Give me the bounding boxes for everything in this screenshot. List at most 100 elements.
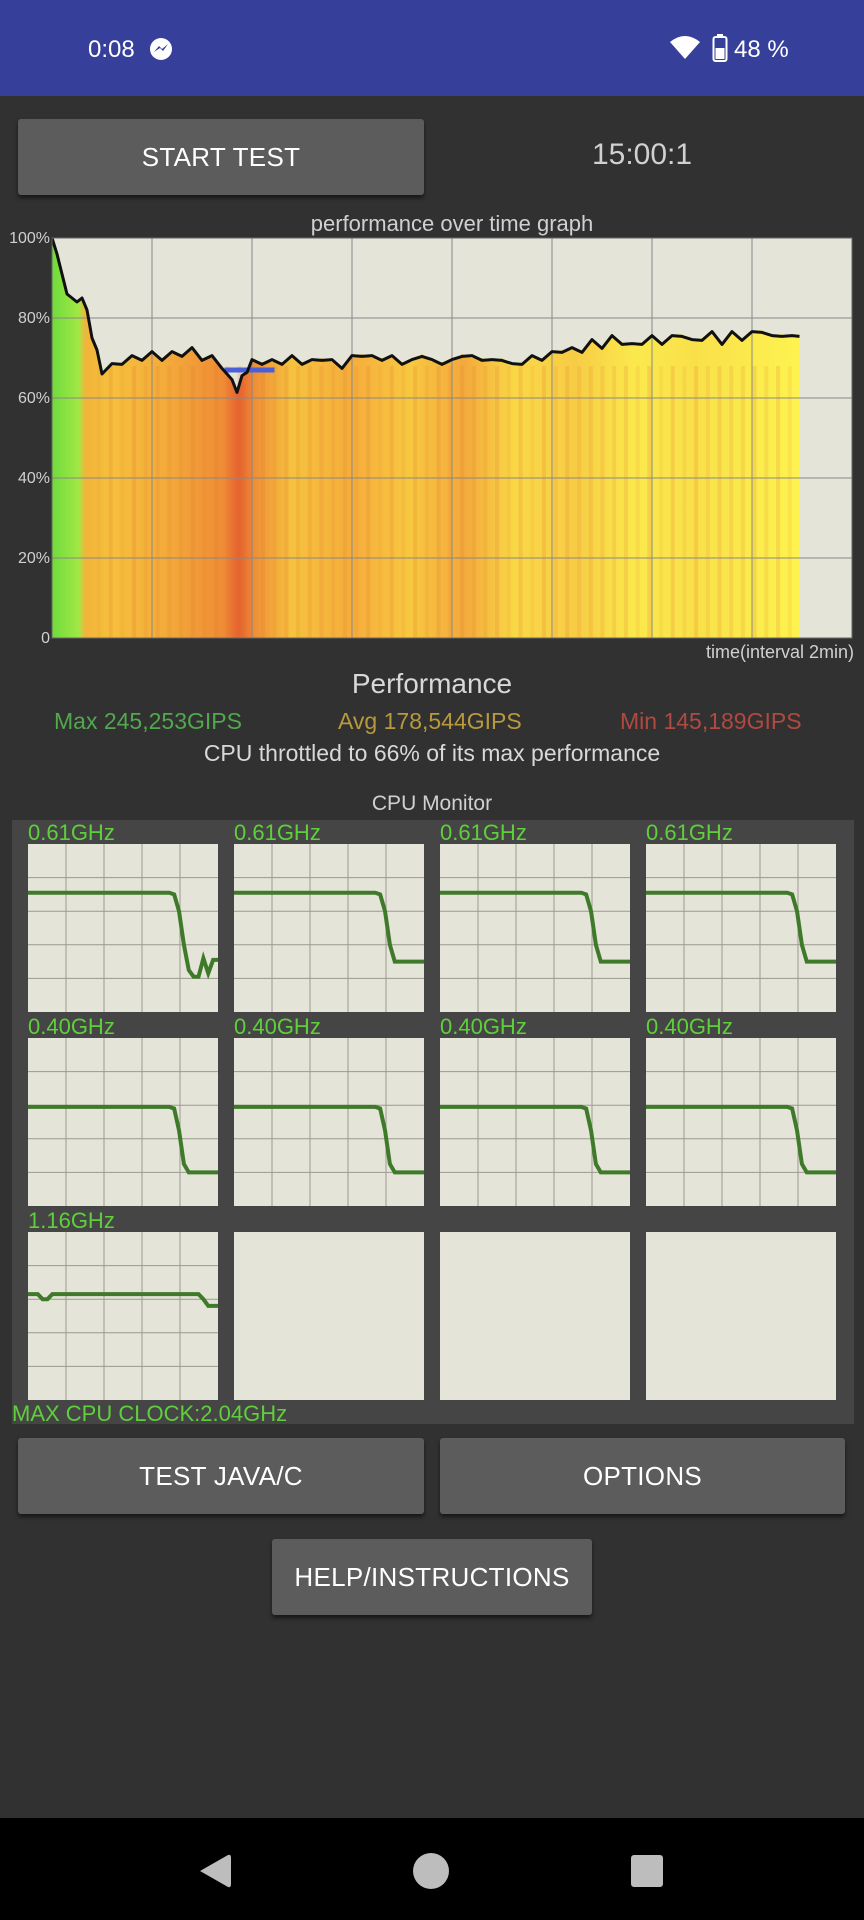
test-java-c-button[interactable]: TEST JAVA/C: [18, 1438, 424, 1514]
heat-streak: [331, 366, 336, 638]
heat-streak: [588, 366, 593, 638]
heat-streak: [237, 366, 242, 638]
cpu-core-chart: [234, 1232, 424, 1400]
battery-percent: 48 %: [734, 36, 789, 63]
core-frequency-label: 0.61GHz: [234, 820, 321, 845]
core-frequency-label: 0.61GHz: [440, 820, 527, 845]
heat-streak: [167, 366, 172, 638]
heat-streak: [378, 366, 382, 638]
core-frequency-line: [28, 1104, 218, 1175]
home-circle-icon[interactable]: [412, 1852, 450, 1890]
heat-streak: [764, 366, 769, 638]
core-frequency-label: 0.61GHz: [646, 820, 733, 845]
heat-streak: [729, 366, 734, 638]
core-plot-area: [28, 1038, 218, 1206]
cpu-core-chart: [28, 1038, 218, 1206]
heat-streak: [776, 366, 781, 638]
heat-streak: [413, 366, 418, 638]
heat-streak: [565, 366, 570, 638]
core-plot-area: [646, 844, 836, 1012]
status-bar: 0:08 48 %: [0, 0, 864, 96]
core-plot-area: [234, 1038, 424, 1206]
options-button[interactable]: OPTIONS: [440, 1438, 845, 1514]
core-frequency-label: 0.40GHz: [646, 1014, 733, 1039]
cpu-core-chart: [440, 1232, 630, 1400]
test-timer: 15:00:1: [591, 138, 693, 171]
heat-streak: [225, 366, 230, 638]
back-triangle-icon[interactable]: [196, 1852, 234, 1890]
core-plot-area: [440, 1038, 630, 1206]
cpu-monitor-title: CPU Monitor: [371, 792, 493, 815]
core-plot-area: [440, 844, 630, 1012]
cpu-core-graph: [646, 1232, 836, 1400]
start-test-button[interactable]: START TEST: [18, 119, 424, 195]
cpu-core-chart: [234, 1038, 424, 1206]
core-frequency-label: 0.40GHz: [28, 1014, 115, 1039]
heat-streak: [178, 366, 183, 638]
core-plot-area: [234, 1232, 424, 1400]
cpu-core-graph: [234, 1232, 424, 1400]
heat-streak: [659, 366, 663, 638]
heat-streak: [307, 366, 312, 638]
heat-streak: [682, 366, 687, 638]
cpu-core-graph: [646, 1038, 836, 1206]
y-tick-label: 40%: [18, 470, 50, 487]
core-frequency-label: 0.40GHz: [234, 1014, 321, 1039]
core-plot-area: [646, 1232, 836, 1400]
heat-streak: [448, 366, 453, 638]
heat-streak: [389, 366, 394, 638]
heat-streak: [577, 366, 582, 638]
cpu-core-graph: [440, 1038, 630, 1206]
cpu-core-graph: [440, 844, 630, 1012]
heat-streak: [190, 366, 195, 638]
heat-streak: [495, 366, 500, 638]
heat-streak: [635, 366, 640, 638]
heat-streak: [424, 366, 429, 638]
core-frequency-line: [234, 1104, 424, 1175]
core-plot-area: [646, 1038, 836, 1206]
status-time: 0:08: [88, 36, 135, 63]
heat-streak: [530, 366, 535, 638]
help-instructions-button[interactable]: HELP/INSTRUCTIONS: [272, 1539, 592, 1615]
heat-streak: [132, 366, 137, 638]
recents-square-icon[interactable]: [630, 1854, 664, 1888]
heat-streak: [623, 366, 628, 638]
heat-streak: [120, 366, 125, 638]
avg-gips: Avg 178,544GIPS: [338, 708, 522, 734]
core-frequency-line: [28, 890, 218, 980]
core-frequency-line: [646, 1104, 836, 1175]
heat-streak: [553, 366, 558, 638]
cpu-core-chart: [28, 1232, 218, 1400]
core-frequency-line: [234, 890, 424, 964]
heat-streak: [647, 366, 652, 638]
heat-streak: [284, 366, 289, 638]
cpu-core-graph: [440, 1232, 630, 1400]
heat-streak: [483, 366, 488, 638]
cpu-core-chart: [234, 844, 424, 1012]
graph-title: performance over time graph: [310, 211, 594, 236]
max-cpu-clock: MAX CPU CLOCK:2.04GHz: [12, 1401, 288, 1426]
cpu-core-graph: [28, 844, 218, 1012]
cpu-core-chart: [646, 1232, 836, 1400]
core-plot-area: [234, 844, 424, 1012]
heat-streak: [705, 366, 710, 638]
cpu-core-chart: [646, 1038, 836, 1206]
heat-streak: [214, 366, 219, 638]
heat-streak: [342, 366, 347, 638]
heat-streak: [366, 366, 371, 638]
y-tick-label: 60%: [18, 390, 50, 407]
heat-streak: [740, 366, 745, 638]
heat-streak: [249, 366, 254, 638]
performance-title: Performance: [351, 668, 513, 699]
heat-streak: [319, 366, 324, 638]
max-gips: Max 245,253GIPS: [54, 708, 242, 734]
heat-streak: [202, 366, 207, 638]
heat-streak: [459, 366, 464, 638]
heat-streak: [401, 366, 406, 638]
heat-streak: [471, 366, 476, 638]
cpu-core-graph: [234, 844, 424, 1012]
heat-streak: [108, 366, 113, 638]
heat-streak: [506, 366, 511, 638]
cpu-core-chart: [440, 844, 630, 1012]
plot-frame: [51, 237, 853, 639]
